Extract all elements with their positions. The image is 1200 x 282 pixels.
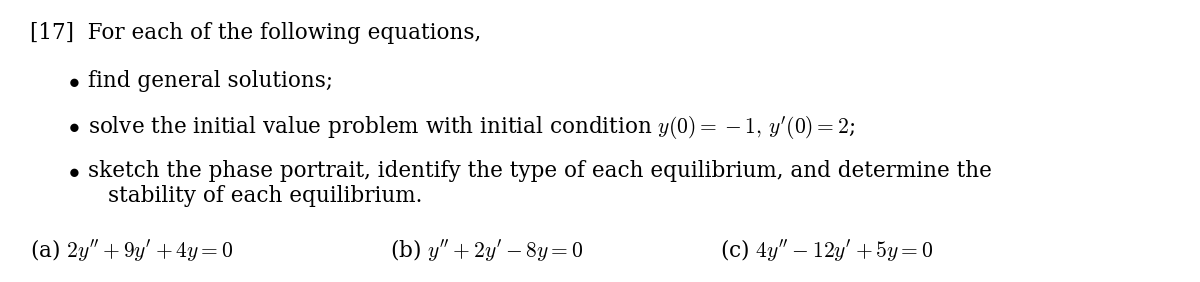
Text: (b) $y'' + 2y' - 8y = 0$: (b) $y'' + 2y' - 8y = 0$ — [390, 237, 583, 263]
Text: [17]  For each of the following equations,: [17] For each of the following equations… — [30, 22, 481, 44]
Text: $\bullet$: $\bullet$ — [68, 115, 79, 137]
Text: stability of each equilibrium.: stability of each equilibrium. — [108, 185, 422, 207]
Text: solve the initial value problem with initial condition $y(0) = -1,\, y'(0) = 2$;: solve the initial value problem with ini… — [88, 115, 856, 142]
Text: (c) $4y'' - 12y' + 5y = 0$: (c) $4y'' - 12y' + 5y = 0$ — [720, 237, 934, 263]
Text: find general solutions;: find general solutions; — [88, 70, 334, 92]
Text: sketch the phase portrait, identify the type of each equilibrium, and determine : sketch the phase portrait, identify the … — [88, 160, 992, 182]
Text: (a) $2y'' + 9y' + 4y = 0$: (a) $2y'' + 9y' + 4y = 0$ — [30, 237, 233, 263]
Text: $\bullet$: $\bullet$ — [68, 160, 79, 182]
Text: $\bullet$: $\bullet$ — [68, 70, 79, 92]
